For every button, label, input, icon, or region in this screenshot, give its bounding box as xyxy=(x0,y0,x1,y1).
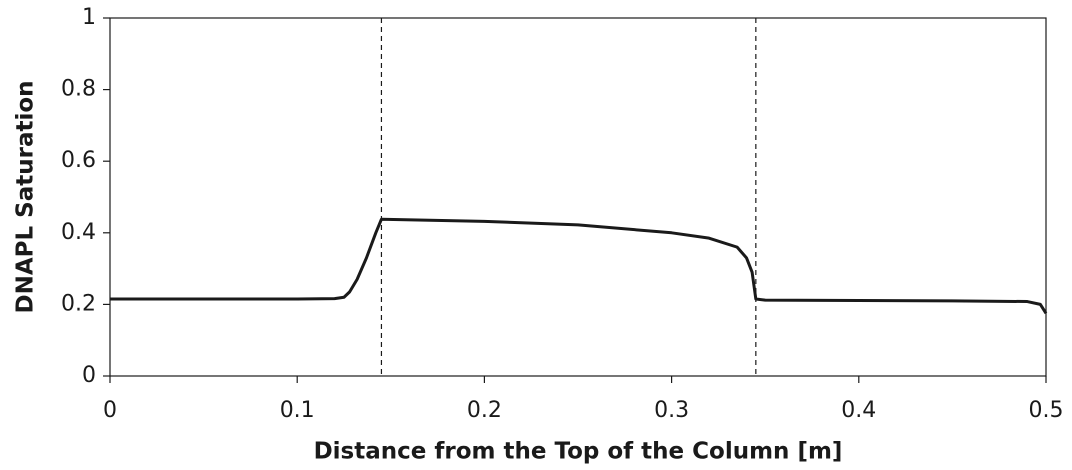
x-tick-label: 0.1 xyxy=(280,398,315,423)
x-tick-label: 0.4 xyxy=(841,398,876,423)
y-axis-title: DNAPL Saturation xyxy=(13,80,39,313)
y-tick-label: 0.6 xyxy=(61,148,96,173)
x-tick-label: 0 xyxy=(103,398,117,423)
y-tick-label: 0 xyxy=(82,363,96,388)
y-tick-label: 0.4 xyxy=(61,220,96,245)
y-tick-label: 0.2 xyxy=(61,291,96,316)
line xyxy=(110,217,1048,315)
y-tick-label: 0.8 xyxy=(61,77,96,102)
x-axis-title: Distance from the Top of the Column [m] xyxy=(314,439,843,465)
y-tick-label: 1 xyxy=(82,5,96,30)
x-tick-label: 0.5 xyxy=(1029,398,1064,423)
x-tick-label: 0.2 xyxy=(467,398,502,423)
x-tick-label: 0.3 xyxy=(654,398,689,423)
plot-frame xyxy=(109,17,1047,377)
